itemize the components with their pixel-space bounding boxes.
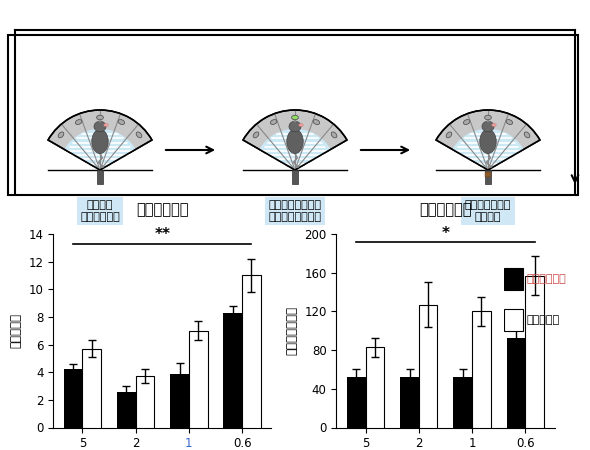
Ellipse shape [313,120,320,125]
Ellipse shape [97,115,103,120]
Wedge shape [243,110,347,170]
Ellipse shape [482,121,494,132]
Ellipse shape [58,132,64,138]
Text: 変異マウス: 変異マウス [527,315,560,325]
Title: 注意力の低下: 注意力の低下 [136,202,188,217]
Bar [189,331,208,428]
Text: 試行間の
インターバル: 試行間の インターバル [80,200,120,221]
Bar [472,311,491,428]
Ellipse shape [289,121,301,132]
Ellipse shape [524,132,530,138]
Bar [454,377,472,427]
Bar [224,313,242,428]
Bar [507,338,525,427]
Ellipse shape [118,120,124,125]
Ellipse shape [270,120,277,125]
Bar [83,349,101,428]
Bar [347,377,366,427]
Bar [419,305,437,428]
Text: *: * [441,226,450,241]
Bar [525,275,544,428]
Ellipse shape [104,123,108,126]
Ellipse shape [484,115,491,120]
Wedge shape [436,110,540,170]
Ellipse shape [487,120,490,122]
Ellipse shape [480,130,496,153]
Bar [171,374,189,428]
Bar [400,377,419,427]
Ellipse shape [253,132,259,138]
Bar [292,170,298,184]
Bar [117,392,136,428]
Bar [64,369,83,428]
Title: 衝動性の亢進: 衝動性の亢進 [419,202,471,217]
Text: コントロール: コントロール [527,274,566,284]
Ellipse shape [99,120,101,122]
Wedge shape [64,129,136,170]
Ellipse shape [446,132,452,138]
Bar [366,347,384,428]
Wedge shape [48,110,152,170]
Ellipse shape [287,130,303,153]
Ellipse shape [76,120,82,125]
Ellipse shape [293,120,297,122]
Wedge shape [259,129,331,170]
Bar [504,268,523,290]
Ellipse shape [291,115,299,120]
Bar [485,172,491,177]
Ellipse shape [136,132,142,138]
Ellipse shape [331,132,337,138]
Y-axis label: 誤反応の数: 誤反応の数 [10,313,23,348]
Ellipse shape [94,121,106,132]
Bar [8,35,578,195]
Bar [504,310,523,331]
Bar [242,275,261,428]
Text: ５つのうちどれか
１つでランプ点灯: ５つのうちどれか １つでランプ点灯 [268,200,322,221]
Y-axis label: 衝動性反応の数: 衝動性反応の数 [286,306,299,355]
Text: **: ** [154,227,171,242]
Bar [136,376,154,428]
Bar [485,170,491,184]
Ellipse shape [491,123,496,126]
Wedge shape [453,129,524,170]
Ellipse shape [463,120,470,125]
Ellipse shape [506,120,513,125]
Ellipse shape [92,130,108,153]
Ellipse shape [299,123,303,126]
Bar [97,170,103,184]
Text: 報酬としてエサ
を与える: 報酬としてエサ を与える [465,200,511,221]
